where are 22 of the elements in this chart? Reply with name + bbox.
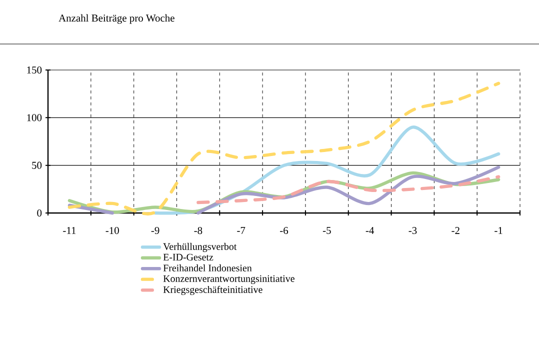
x-tick-label: -1 bbox=[494, 227, 502, 234]
x-tick-label: -10 bbox=[106, 227, 119, 234]
legend-label: Kriegsgeschäfteinitiative bbox=[163, 286, 262, 296]
legend-label: Verhüllungsverbot bbox=[163, 242, 237, 252]
legend-label: Freihandel Indonesien bbox=[163, 264, 252, 272]
line-series bbox=[196, 175, 500, 204]
legend-label: E-ID-Gesetz bbox=[163, 254, 214, 261]
x-tick-label: -11 bbox=[63, 227, 76, 234]
y-tick-label: 0 bbox=[37, 209, 42, 217]
x-tick-label: -9 bbox=[151, 227, 160, 234]
x-tick-label: -8 bbox=[194, 227, 202, 234]
y-tick-label: 50 bbox=[32, 162, 42, 169]
y-tick-label: 150 bbox=[27, 66, 42, 74]
x-tick-label: -3 bbox=[408, 227, 417, 234]
chart-title: Anzahl Beiträge pro Woche bbox=[58, 14, 174, 24]
x-tick-label: -6 bbox=[280, 227, 288, 234]
y-tick-label: 100 bbox=[27, 114, 42, 122]
x-tick-label: -2 bbox=[452, 227, 460, 234]
x-tick-label: -7 bbox=[237, 227, 246, 234]
x-tick-label: -4 bbox=[366, 227, 374, 234]
legend-label: Konzernverantwortungsinitiative bbox=[163, 275, 294, 284]
x-tick-label: -5 bbox=[322, 227, 331, 234]
